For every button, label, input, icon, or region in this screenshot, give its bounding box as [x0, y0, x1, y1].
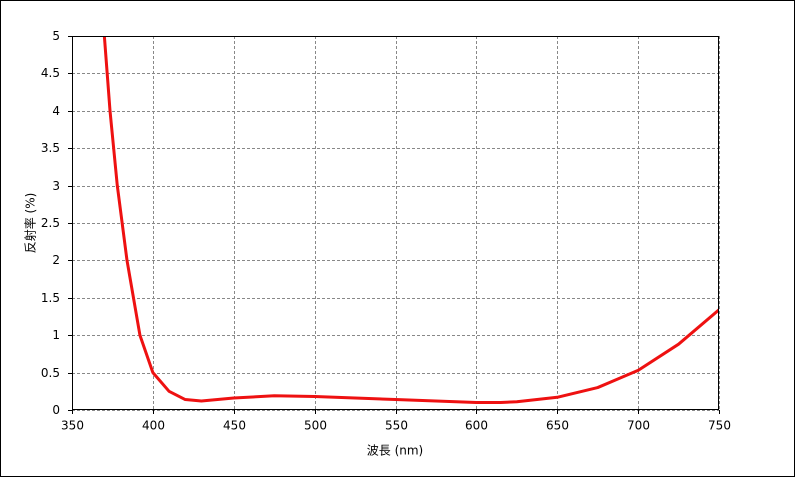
- grid: [68, 36, 720, 414]
- x-tick-label: 700: [627, 419, 650, 433]
- plot-border: [72, 36, 719, 410]
- y-tick-label: 3: [52, 179, 60, 193]
- x-tick-label: 400: [142, 419, 165, 433]
- x-tick-label: 600: [465, 419, 488, 433]
- y-tick-label: 4: [52, 104, 60, 118]
- x-axis-label: 波長 (nm): [367, 444, 423, 458]
- y-tick-label: 0.5: [41, 366, 60, 380]
- x-tick-label: 450: [223, 419, 246, 433]
- y-tick-label: 2.5: [41, 216, 60, 230]
- x-tick-label: 750: [708, 419, 731, 433]
- y-tick-label: 1.5: [41, 291, 60, 305]
- y-tick-label: 5: [52, 29, 60, 43]
- y-tick-label: 1: [52, 328, 60, 342]
- y-axis-label: 反射率 (%): [23, 193, 38, 254]
- x-tick-label: 350: [61, 419, 84, 433]
- y-tick-label: 2: [52, 253, 60, 267]
- y-tick-label: 3.5: [41, 141, 60, 155]
- y-tick-label: 4.5: [41, 66, 60, 80]
- x-tick-label: 550: [385, 419, 408, 433]
- data-line: [102, 36, 719, 405]
- y-tick-label: 0: [52, 403, 60, 417]
- x-tick-label: 650: [546, 419, 569, 433]
- x-tick-label: 500: [304, 419, 327, 433]
- plot-lines: [102, 36, 719, 405]
